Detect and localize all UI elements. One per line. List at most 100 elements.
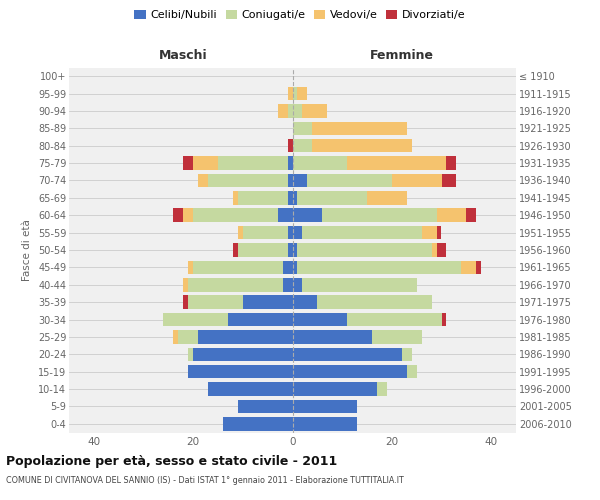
Bar xyxy=(287,139,293,152)
Bar xyxy=(437,226,442,239)
Bar xyxy=(476,260,481,274)
Bar xyxy=(402,348,412,361)
Bar xyxy=(278,104,287,118)
Bar xyxy=(407,365,416,378)
Bar xyxy=(193,348,293,361)
Bar xyxy=(293,139,313,152)
Bar xyxy=(293,104,302,118)
Bar xyxy=(283,260,293,274)
Bar xyxy=(287,156,293,170)
Bar xyxy=(233,243,238,257)
Bar xyxy=(298,260,461,274)
Bar xyxy=(278,208,293,222)
Bar xyxy=(442,174,457,188)
Bar xyxy=(347,312,442,326)
Bar xyxy=(307,174,392,188)
Bar xyxy=(287,87,293,101)
Bar xyxy=(208,174,287,188)
Bar xyxy=(188,296,243,309)
Bar xyxy=(347,156,446,170)
Bar xyxy=(173,330,178,344)
Bar xyxy=(287,174,293,188)
Bar xyxy=(293,226,302,239)
Bar xyxy=(466,208,476,222)
Bar xyxy=(293,348,402,361)
Bar xyxy=(293,87,298,101)
Text: Femmine: Femmine xyxy=(370,50,434,62)
Bar xyxy=(287,226,293,239)
Bar xyxy=(446,156,457,170)
Bar xyxy=(317,296,431,309)
Bar xyxy=(422,226,437,239)
Bar xyxy=(293,191,298,204)
Bar xyxy=(367,191,407,204)
Bar xyxy=(377,382,387,396)
Bar xyxy=(293,243,298,257)
Bar xyxy=(243,296,293,309)
Bar xyxy=(293,400,357,413)
Bar xyxy=(198,174,208,188)
Bar xyxy=(442,312,446,326)
Bar xyxy=(293,365,407,378)
Bar xyxy=(287,104,293,118)
Bar xyxy=(293,417,357,430)
Bar xyxy=(238,243,287,257)
Bar xyxy=(293,122,313,135)
Bar xyxy=(188,278,283,291)
Bar xyxy=(178,330,198,344)
Bar xyxy=(302,104,327,118)
Bar xyxy=(293,382,377,396)
Bar xyxy=(437,243,446,257)
Bar xyxy=(298,87,307,101)
Bar xyxy=(208,382,293,396)
Bar xyxy=(293,156,347,170)
Bar xyxy=(302,226,422,239)
Bar xyxy=(293,208,322,222)
Bar xyxy=(238,226,243,239)
Bar xyxy=(188,365,293,378)
Bar xyxy=(183,296,188,309)
Bar xyxy=(298,243,431,257)
Bar xyxy=(293,260,298,274)
Bar xyxy=(392,174,442,188)
Bar xyxy=(243,226,287,239)
Bar xyxy=(298,191,367,204)
Bar xyxy=(293,312,347,326)
Bar xyxy=(287,243,293,257)
Bar xyxy=(372,330,422,344)
Bar xyxy=(198,330,293,344)
Bar xyxy=(173,208,183,222)
Bar xyxy=(183,278,188,291)
Bar xyxy=(322,208,437,222)
Bar xyxy=(293,278,302,291)
Y-axis label: Fasce di età: Fasce di età xyxy=(22,219,32,281)
Bar xyxy=(313,139,412,152)
Text: COMUNE DI CIVITANOVA DEL SANNIO (IS) - Dati ISTAT 1° gennaio 2011 - Elaborazione: COMUNE DI CIVITANOVA DEL SANNIO (IS) - D… xyxy=(6,476,404,485)
Bar xyxy=(431,243,437,257)
Bar xyxy=(293,330,372,344)
Bar xyxy=(218,156,287,170)
Legend: Celibi/Nubili, Coniugati/e, Vedovi/e, Divorziati/e: Celibi/Nubili, Coniugati/e, Vedovi/e, Di… xyxy=(130,6,470,25)
Bar xyxy=(238,191,287,204)
Bar xyxy=(293,174,307,188)
Bar xyxy=(293,296,317,309)
Bar xyxy=(183,156,193,170)
Text: Popolazione per età, sesso e stato civile - 2011: Popolazione per età, sesso e stato civil… xyxy=(6,455,337,468)
Bar xyxy=(188,348,193,361)
Text: Maschi: Maschi xyxy=(159,50,208,62)
Bar xyxy=(238,400,293,413)
Bar xyxy=(163,312,228,326)
Bar xyxy=(313,122,407,135)
Bar xyxy=(461,260,476,274)
Bar xyxy=(193,208,278,222)
Bar xyxy=(188,260,193,274)
Bar xyxy=(193,156,218,170)
Bar xyxy=(183,208,193,222)
Bar xyxy=(287,191,293,204)
Bar xyxy=(193,260,283,274)
Bar xyxy=(283,278,293,291)
Bar xyxy=(228,312,293,326)
Bar xyxy=(223,417,293,430)
Bar xyxy=(437,208,466,222)
Bar xyxy=(302,278,416,291)
